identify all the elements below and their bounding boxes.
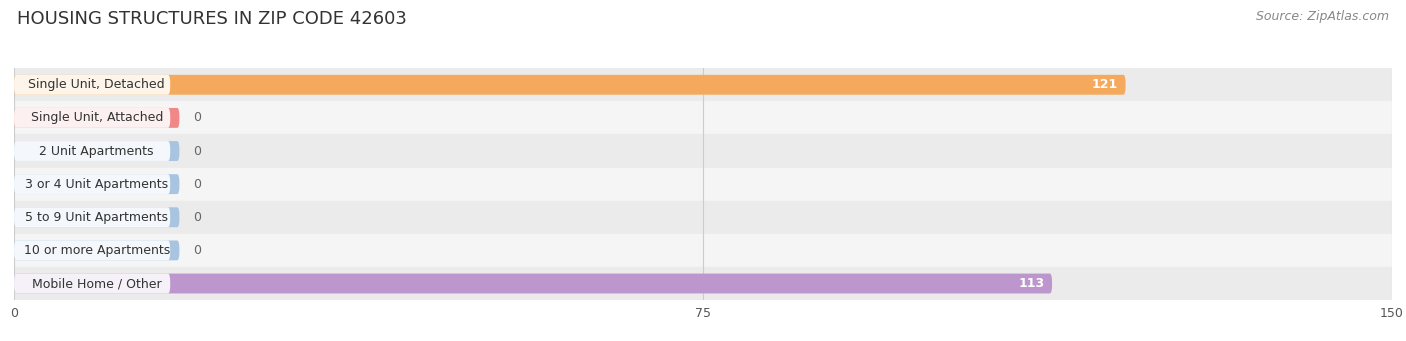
FancyBboxPatch shape [14, 174, 170, 194]
Text: 0: 0 [193, 178, 201, 191]
FancyBboxPatch shape [14, 273, 170, 294]
Text: 3 or 4 Unit Apartments: 3 or 4 Unit Apartments [25, 178, 169, 191]
Bar [14, 68, 1392, 101]
FancyBboxPatch shape [14, 75, 170, 95]
Text: 0: 0 [193, 112, 201, 124]
FancyBboxPatch shape [14, 174, 180, 194]
Text: Mobile Home / Other: Mobile Home / Other [32, 277, 162, 290]
Text: Single Unit, Detached: Single Unit, Detached [28, 78, 165, 91]
Bar [14, 167, 1392, 201]
Text: 10 or more Apartments: 10 or more Apartments [24, 244, 170, 257]
Text: Source: ZipAtlas.com: Source: ZipAtlas.com [1256, 10, 1389, 23]
FancyBboxPatch shape [14, 207, 170, 227]
FancyBboxPatch shape [14, 108, 170, 128]
FancyBboxPatch shape [14, 75, 1126, 95]
Bar [14, 101, 1392, 134]
Text: 113: 113 [1018, 277, 1045, 290]
Text: HOUSING STRUCTURES IN ZIP CODE 42603: HOUSING STRUCTURES IN ZIP CODE 42603 [17, 10, 406, 28]
Text: 2 Unit Apartments: 2 Unit Apartments [39, 145, 155, 158]
FancyBboxPatch shape [14, 207, 180, 227]
Text: 121: 121 [1092, 78, 1118, 91]
Bar [14, 234, 1392, 267]
FancyBboxPatch shape [14, 240, 180, 260]
Text: 0: 0 [193, 244, 201, 257]
Text: 0: 0 [193, 211, 201, 224]
Bar [14, 201, 1392, 234]
FancyBboxPatch shape [14, 141, 170, 161]
FancyBboxPatch shape [14, 108, 180, 128]
Text: Single Unit, Attached: Single Unit, Attached [31, 112, 163, 124]
FancyBboxPatch shape [14, 240, 170, 260]
Bar [14, 267, 1392, 300]
Text: 0: 0 [193, 145, 201, 158]
Bar [14, 134, 1392, 167]
Text: 5 to 9 Unit Apartments: 5 to 9 Unit Apartments [25, 211, 169, 224]
FancyBboxPatch shape [14, 273, 1052, 294]
FancyBboxPatch shape [14, 141, 180, 161]
